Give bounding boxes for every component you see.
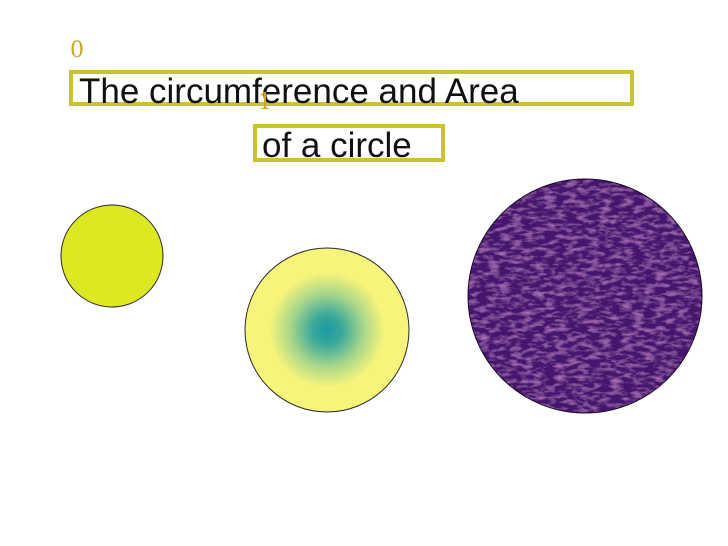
textured-purple-circle xyxy=(468,179,702,413)
title-line: of a circle xyxy=(253,124,445,163)
box-index-label: 1 xyxy=(258,90,272,115)
title-line: The circumference and Area xyxy=(69,70,634,109)
gradient-circle xyxy=(244,247,410,413)
box-index-label: 0 xyxy=(70,38,84,63)
textured-purple-circle-outline xyxy=(467,178,703,414)
solid-yellow-circle xyxy=(60,204,164,308)
